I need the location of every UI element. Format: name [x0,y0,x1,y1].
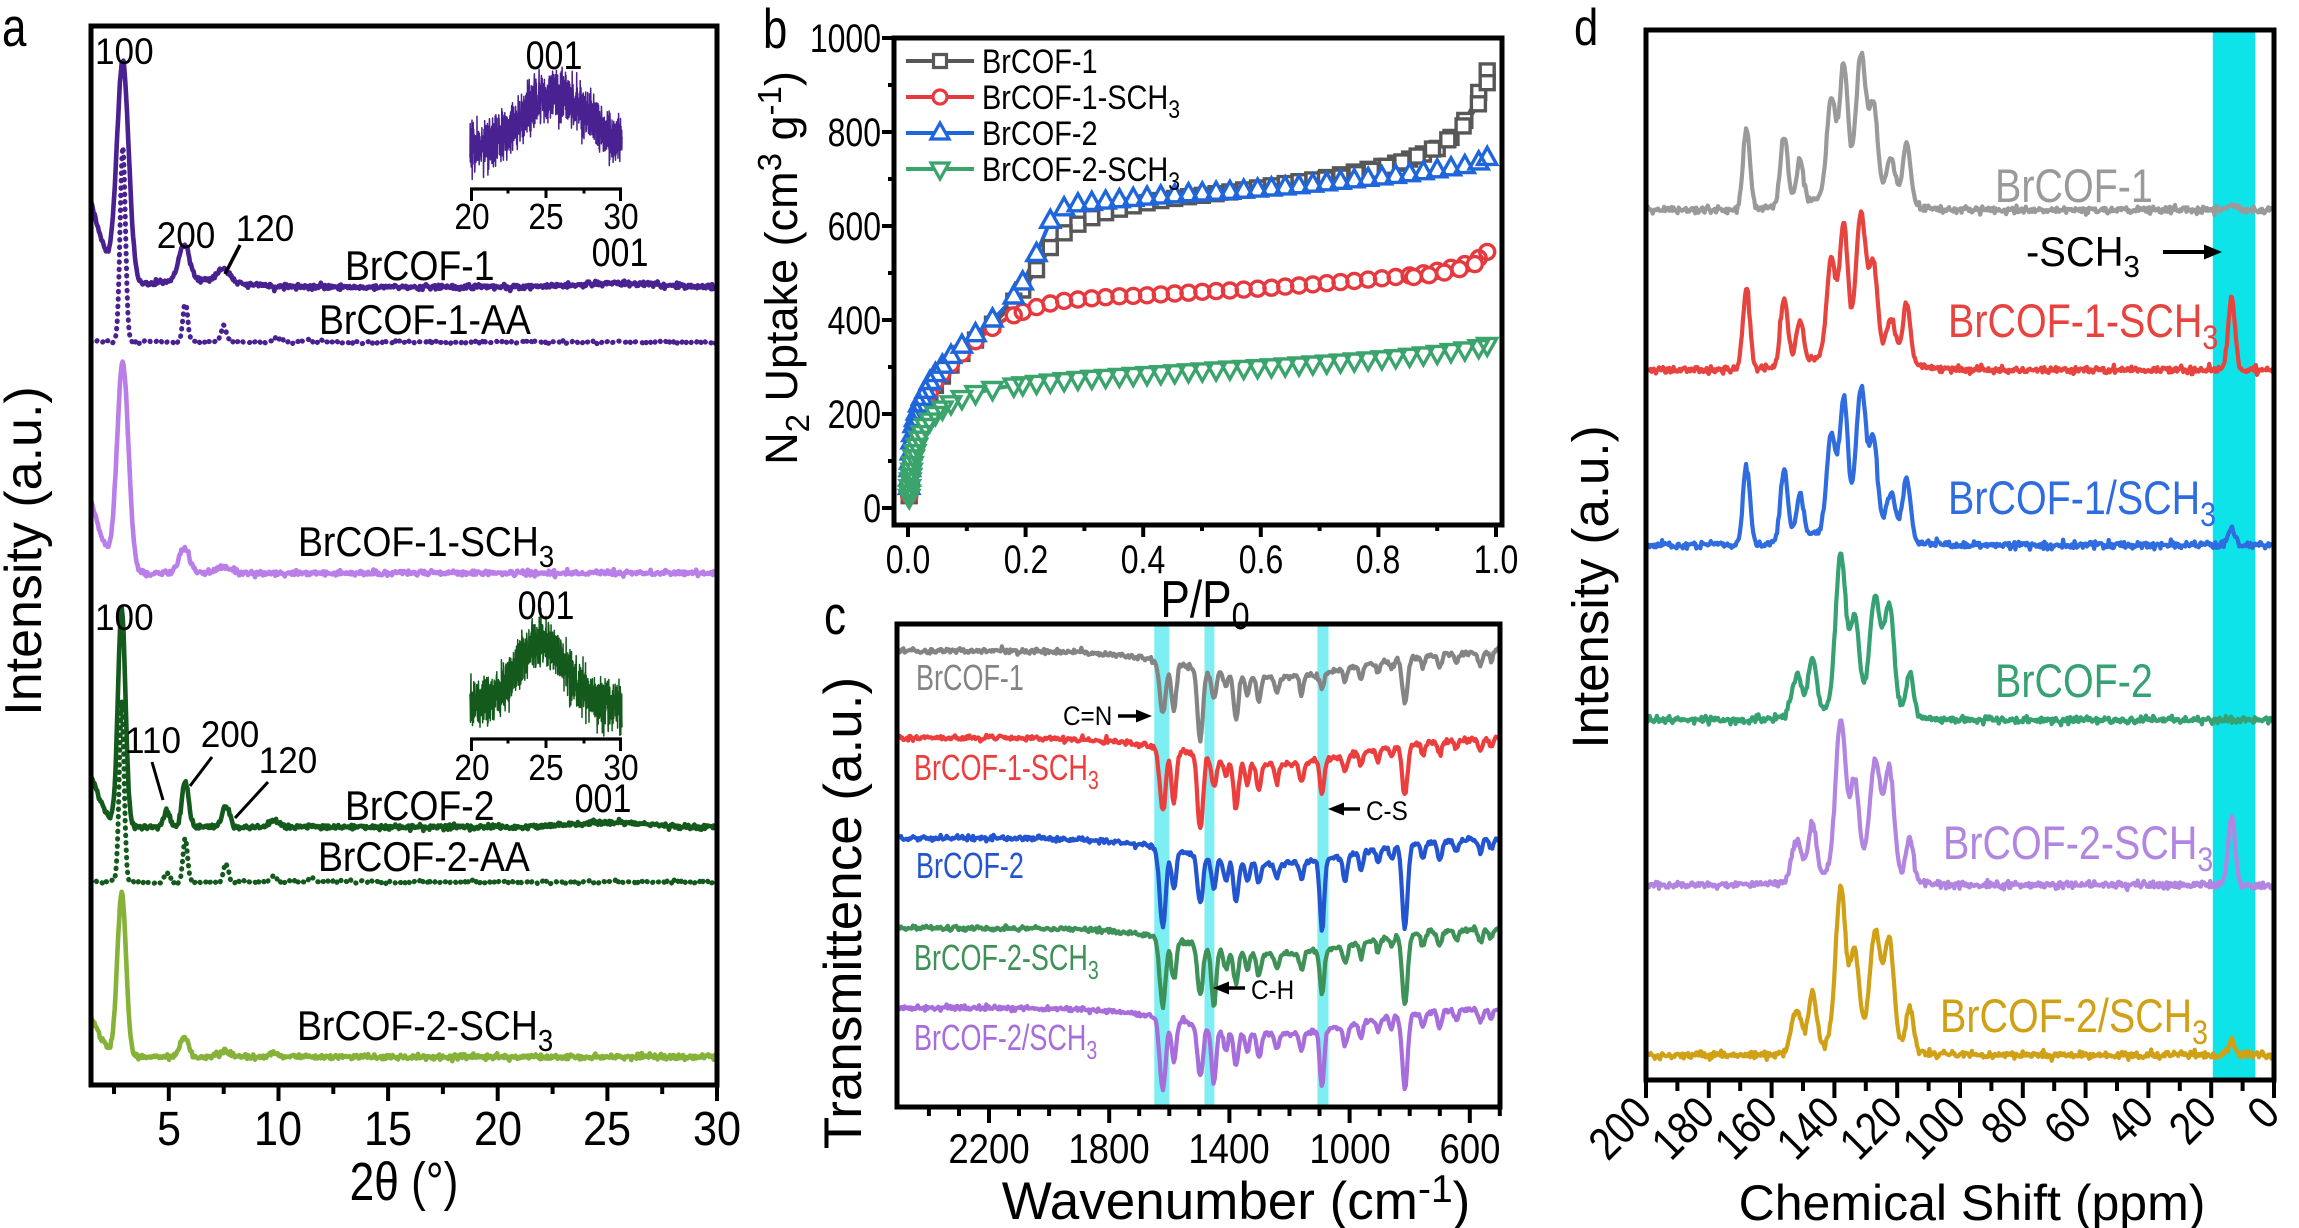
svg-text:BrCOF-1/SCH3: BrCOF-1/SCH3 [1948,473,2216,534]
svg-text:001: 001 [575,775,632,820]
svg-text:BrCOF-1: BrCOF-1 [345,243,494,289]
svg-text:600: 600 [828,204,881,249]
svg-text:BrCOF-2-SCH3: BrCOF-2-SCH3 [914,937,1099,984]
svg-text:0: 0 [863,486,881,531]
svg-text:200: 200 [201,713,260,755]
svg-text:0.4: 0.4 [1121,537,1165,582]
svg-text:25: 25 [528,197,563,237]
svg-text:1000: 1000 [1309,1126,1390,1173]
svg-text:200: 200 [828,392,881,437]
svg-text:0.8: 0.8 [1356,537,1400,582]
svg-text:100: 100 [95,30,154,72]
svg-text:d: d [1574,0,1598,57]
svg-text:BrCOF-1: BrCOF-1 [916,657,1024,698]
svg-text:200: 200 [157,214,216,256]
svg-text:BrCOF-2-SCH3: BrCOF-2-SCH3 [297,1003,553,1058]
svg-text:800: 800 [828,110,881,155]
svg-text:BrCOF-2: BrCOF-2 [916,845,1024,886]
svg-text:001: 001 [592,229,649,274]
svg-text:400: 400 [828,298,881,343]
svg-text:C-H: C-H [1251,976,1294,1005]
svg-text:BrCOF-1-SCH3: BrCOF-1-SCH3 [1948,296,2218,357]
svg-text:1800: 1800 [1068,1126,1149,1173]
svg-text:120: 120 [259,739,318,781]
svg-text:Wavenumber (cm-1): Wavenumber (cm-1) [1002,1168,1471,1228]
svg-text:BrCOF-1: BrCOF-1 [1995,161,2153,213]
svg-text:1000: 1000 [810,16,881,61]
svg-text:25: 25 [528,748,563,788]
svg-text:30: 30 [693,1102,741,1156]
svg-text:20: 20 [454,197,489,237]
svg-text:BrCOF-2-AA: BrCOF-2-AA [318,834,530,880]
svg-text:120: 120 [236,207,295,249]
svg-text:1.0: 1.0 [1474,537,1518,582]
svg-text:10: 10 [254,1102,302,1156]
svg-text:5: 5 [157,1102,181,1156]
svg-text:C-S: C-S [1366,797,1408,826]
svg-text:110: 110 [125,719,181,761]
svg-text:001: 001 [518,582,575,627]
svg-text:b: b [763,0,787,60]
svg-text:BrCOF-1-SCH3: BrCOF-1-SCH3 [298,519,554,574]
svg-text:20: 20 [474,1102,522,1156]
svg-text:BrCOF-1: BrCOF-1 [982,42,1098,81]
svg-text:25: 25 [583,1102,631,1156]
svg-text:BrCOF-2/SCH3: BrCOF-2/SCH3 [914,1017,1097,1064]
svg-text:N2 Uptake (cm3 g-1): N2 Uptake (cm3 g-1) [751,71,816,465]
svg-text:BrCOF-2: BrCOF-2 [1995,656,2153,708]
svg-text:2200: 2200 [948,1126,1029,1173]
svg-text:15: 15 [364,1102,412,1156]
svg-text:30: 30 [603,748,638,788]
svg-text:30: 30 [603,197,638,237]
svg-text:Transmittence (a.u.): Transmittence (a.u.) [814,677,873,1149]
svg-text:001: 001 [526,32,583,77]
svg-text:BrCOF-2: BrCOF-2 [982,114,1098,153]
svg-text:1400: 1400 [1188,1126,1269,1173]
svg-text:BrCOF-2: BrCOF-2 [345,783,494,829]
svg-text:BrCOF-1-SCH3: BrCOF-1-SCH3 [914,747,1099,794]
svg-text:Intensity (a.u.): Intensity (a.u.) [1562,425,1619,748]
svg-text:-SCH3: -SCH3 [2026,228,2140,284]
svg-text:a: a [2,0,27,58]
svg-text:BrCOF-2/SCH3: BrCOF-2/SCH3 [1940,991,2208,1052]
svg-text:C=N: C=N [1063,702,1112,731]
svg-text:2θ (°): 2θ (°) [350,1152,459,1212]
svg-text:0.2: 0.2 [1004,537,1048,582]
svg-text:Chemical Shift (ppm): Chemical Shift (ppm) [1739,1175,2206,1228]
svg-text:20: 20 [454,748,489,788]
svg-text:100: 100 [95,596,154,638]
svg-text:BrCOF-2-SCH3: BrCOF-2-SCH3 [982,150,1180,196]
svg-text:600: 600 [1440,1126,1501,1173]
svg-text:0.0: 0.0 [886,537,930,582]
svg-text:Intensity (a.u.): Intensity (a.u.) [0,386,53,715]
svg-text:BrCOF-1-AA: BrCOF-1-AA [319,297,531,343]
svg-text:BrCOF-2-SCH3: BrCOF-2-SCH3 [1943,818,2213,879]
svg-text:c: c [824,584,846,646]
svg-text:0.6: 0.6 [1239,537,1283,582]
svg-text:BrCOF-1-SCH3: BrCOF-1-SCH3 [982,78,1180,124]
